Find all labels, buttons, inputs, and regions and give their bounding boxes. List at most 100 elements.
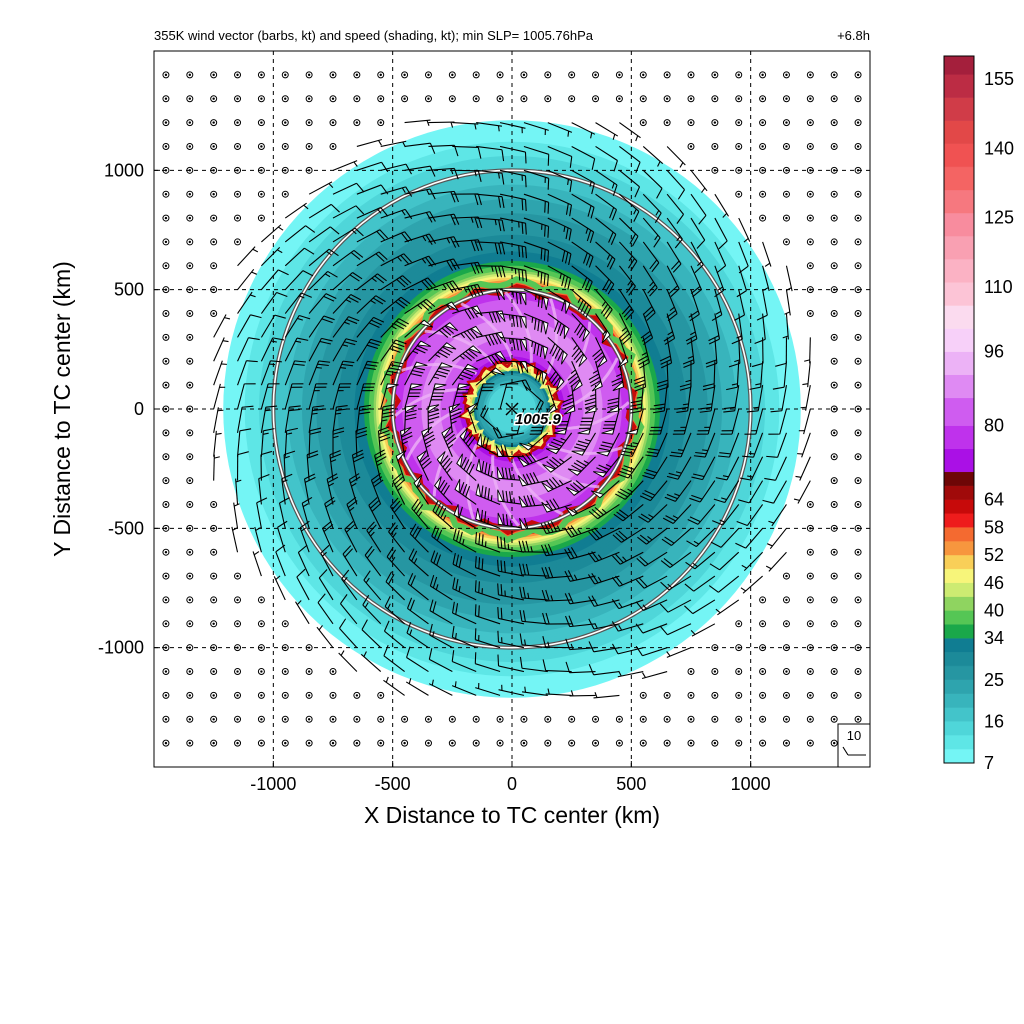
- barb-feather: [395, 301, 406, 309]
- barb-half-feather: [433, 376, 439, 380]
- center-pressure-label: 1005.9: [515, 411, 562, 428]
- wind-barb: [742, 432, 764, 458]
- barb-feather: [551, 456, 562, 465]
- barb-staff: [332, 249, 355, 267]
- barb-feather: [453, 258, 460, 270]
- barb-feather: [467, 437, 476, 447]
- barb-feather: [525, 453, 533, 464]
- calm-barb-center: [594, 73, 597, 77]
- barb-feather: [491, 333, 499, 345]
- barb-feather: [388, 367, 401, 371]
- calm-barb: [806, 142, 814, 150]
- barb-pennant: [597, 355, 608, 368]
- barb-half-feather: [376, 208, 382, 214]
- calm-barb: [162, 119, 170, 127]
- wind-barb: [475, 351, 507, 366]
- calm-barb-center: [761, 646, 764, 649]
- barb-staff: [690, 193, 707, 216]
- barb-staff: [404, 165, 431, 171]
- barb-staff: [332, 182, 357, 195]
- calm-barb-center: [570, 741, 573, 745]
- barb-feather: [423, 431, 434, 438]
- barb-feather: [500, 584, 503, 596]
- barb-half-feather: [275, 575, 281, 580]
- colorbar-segment: [943, 679, 975, 694]
- calm-barb-center: [809, 145, 812, 148]
- calm-barb: [234, 95, 242, 103]
- barb-feather: [260, 450, 273, 456]
- barb-staff: [452, 636, 477, 649]
- barb-half-feather: [563, 226, 566, 232]
- barb-feather: [376, 231, 385, 241]
- calm-barb: [544, 739, 552, 747]
- calm-barb-center: [212, 622, 215, 625]
- barb-feather: [596, 467, 608, 473]
- barb-feather: [382, 411, 394, 415]
- barb-feather: [410, 575, 416, 587]
- calm-barb: [663, 95, 671, 103]
- x-tick-label: 0: [507, 774, 517, 794]
- barb-feather: [770, 410, 782, 413]
- calm-barb-center: [785, 598, 788, 602]
- barb-staff: [332, 160, 358, 171]
- calm-barb: [854, 214, 862, 222]
- barb-feather: [564, 252, 569, 264]
- barb-feather: [570, 547, 578, 558]
- colorbar-segment: [943, 189, 975, 214]
- barb-feather: [553, 320, 559, 332]
- barb-feather: [435, 502, 442, 514]
- barb-feather: [465, 486, 471, 498]
- barb-half-feather: [647, 535, 653, 541]
- barb-feather: [635, 623, 644, 634]
- wind-barb: [762, 241, 772, 267]
- calm-barb: [305, 166, 313, 174]
- barb-half-feather: [455, 632, 457, 639]
- colorbar-segment: [943, 721, 975, 736]
- barb-staff: [666, 265, 680, 290]
- barb-feather: [322, 520, 332, 529]
- wind-barb: [606, 385, 620, 414]
- barb-half-feather: [601, 508, 607, 514]
- barb-staff: [523, 122, 549, 131]
- wind-barb: [642, 193, 662, 224]
- calm-barb-center: [833, 431, 836, 435]
- barb-feather: [346, 496, 357, 505]
- barb-feather: [674, 238, 683, 249]
- wind-barb: [741, 551, 763, 572]
- wind-barb: [476, 145, 505, 162]
- wind-barb: [802, 361, 811, 388]
- barb-feather: [523, 495, 529, 507]
- barb-half-feather: [271, 340, 277, 343]
- calm-barb: [711, 119, 719, 127]
- barb-feather: [542, 636, 547, 648]
- wind-barb: [738, 217, 751, 243]
- barb-staff: [569, 647, 596, 651]
- barb-feather: [634, 386, 646, 392]
- barb-feather: [412, 526, 419, 537]
- barb-staff: [428, 144, 455, 148]
- wind-barb: [523, 193, 550, 214]
- barb-feather: [656, 383, 669, 388]
- barb-half-feather: [567, 179, 569, 186]
- calm-barb-center: [856, 360, 860, 363]
- calm-barb: [162, 310, 170, 318]
- wind-barb: [740, 575, 763, 594]
- barb-feather: [548, 566, 554, 578]
- calm-barb-center: [498, 73, 502, 77]
- barb-staff: [719, 551, 740, 571]
- barb-feather: [400, 296, 411, 305]
- barb-feather: [370, 500, 380, 509]
- wind-barb: [332, 294, 362, 314]
- wind-barb: [451, 681, 477, 696]
- barb-staff: [617, 670, 644, 678]
- barb-feather: [443, 430, 454, 439]
- calm-barb: [806, 190, 814, 198]
- colorbar-tick-label: 58: [984, 517, 1004, 537]
- barb-staff: [746, 504, 764, 526]
- barb-feather: [423, 300, 433, 310]
- wind-barb: [553, 408, 573, 435]
- wind-barb: [736, 504, 764, 527]
- calm-barb: [711, 142, 719, 150]
- calm-barb: [401, 715, 409, 723]
- barb-half-feather: [351, 229, 357, 235]
